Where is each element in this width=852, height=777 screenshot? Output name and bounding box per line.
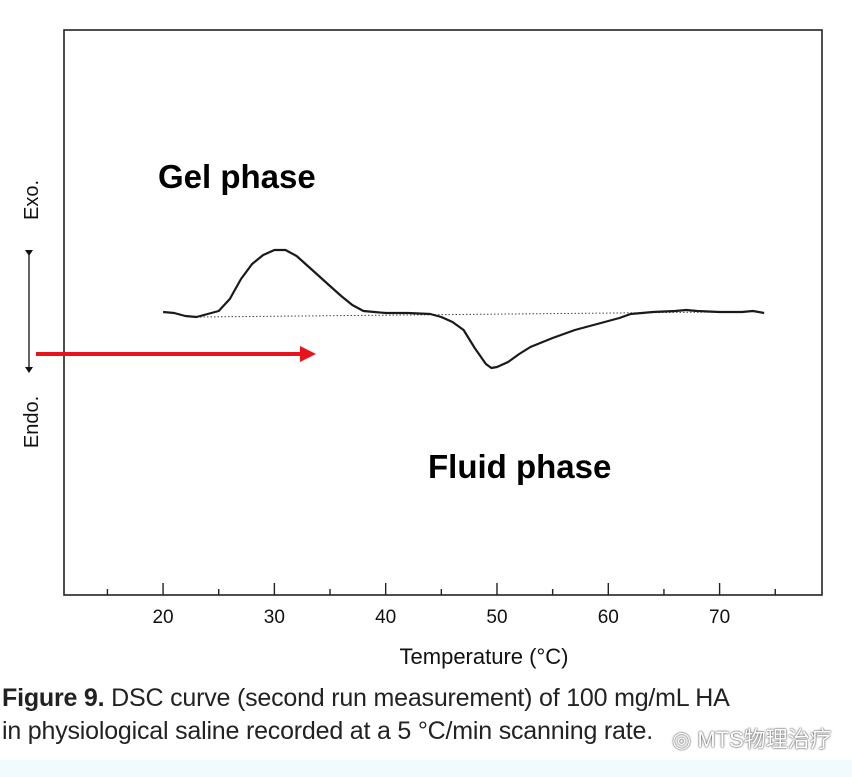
x-tick-label: 40 xyxy=(375,607,396,628)
x-tick-label: 60 xyxy=(598,607,619,628)
figure-caption-line-2: in physiological saline recorded at a 5 … xyxy=(2,717,653,745)
caption-text-1: DSC curve (second run measurement) of 10… xyxy=(104,684,730,712)
x-axis-tick-labels: 20 30 40 50 60 70 xyxy=(152,607,730,628)
endo-label: Endo. xyxy=(21,396,43,448)
exo-label: Exo. xyxy=(21,180,43,220)
x-tick-label: 20 xyxy=(152,607,173,628)
x-axis-label: Temperature (°C) xyxy=(400,644,569,669)
dsc-curve xyxy=(163,248,765,370)
x-tick-label: 50 xyxy=(486,607,507,628)
plot-frame xyxy=(63,29,823,596)
watermark: ◎ MTS物理治疗 xyxy=(672,722,832,754)
wechat-icon: ◎ xyxy=(672,727,698,752)
x-tick-label: 70 xyxy=(709,607,730,628)
x-axis-ticks xyxy=(106,583,776,595)
bottom-band xyxy=(0,760,852,777)
fluid-phase-label: Fluid phase xyxy=(428,448,611,485)
watermark-text: MTS物理治疗 xyxy=(697,727,832,752)
figure-caption-line-1: Figure 9. DSC curve (second run measurem… xyxy=(2,684,730,713)
figure-label: Figure 9. xyxy=(2,684,105,712)
gel-phase-label: Gel phase xyxy=(158,158,316,195)
x-tick-label: 30 xyxy=(264,607,285,628)
